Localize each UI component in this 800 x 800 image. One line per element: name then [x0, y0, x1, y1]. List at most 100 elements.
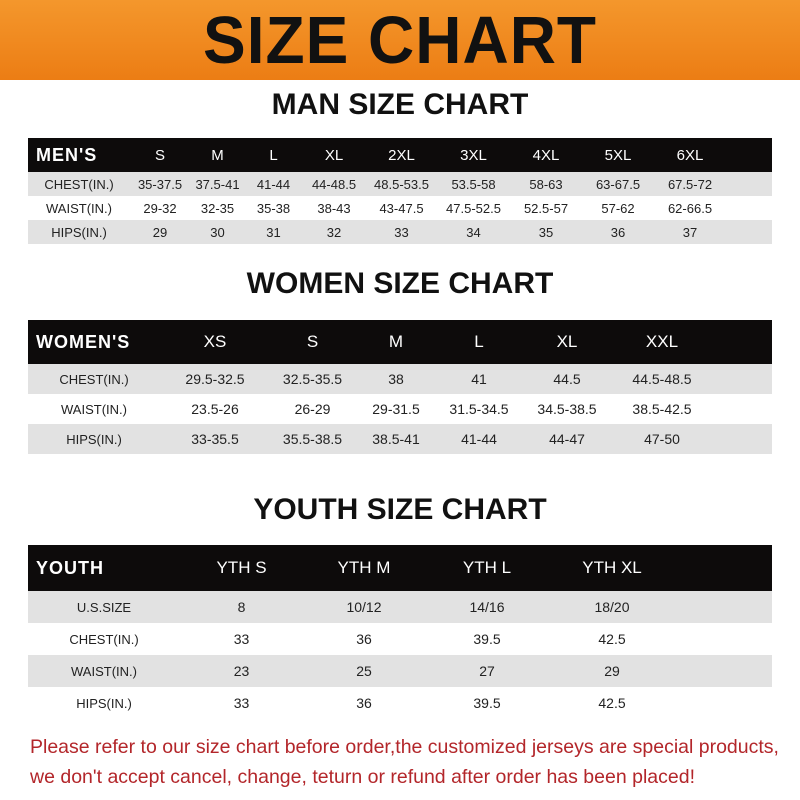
header-label: YOUTH — [36, 557, 104, 578]
cell-value: 18/20 — [594, 599, 630, 615]
cell-value: 38.5-42.5 — [632, 401, 692, 417]
row-label: CHEST(IN.) — [59, 371, 129, 387]
cell-value: 44-48.5 — [311, 176, 357, 192]
cell-value: 29-32 — [143, 200, 177, 216]
disclaimer-line-1: Please refer to our size chart before or… — [30, 736, 779, 758]
cell-value: 57-62 — [601, 200, 635, 216]
cell-value: 53.5-58 — [451, 176, 496, 192]
size-header: 2XL — [388, 146, 415, 164]
cell-value: 26-29 — [294, 401, 331, 417]
size-header: 6XL — [676, 146, 704, 164]
cell-value: 34 — [466, 224, 481, 240]
row-label: U.S.SIZE — [76, 599, 132, 615]
row-label: WAIST(IN.) — [71, 663, 137, 679]
cell-value: 38.5-41 — [372, 431, 420, 447]
women-size-table: WOMEN'S XS S M L XL XXL CHEST(IN.) 29.5-32.5 32.5… — [28, 320, 772, 454]
cell-value: 44.5-48.5 — [632, 371, 692, 387]
size-header: YTH L — [462, 558, 512, 577]
cell-value: 32 — [326, 224, 342, 240]
size-header: M — [211, 146, 224, 164]
header-label: WOMEN'S — [36, 331, 131, 352]
row-label: CHEST(IN.) — [44, 176, 114, 192]
cell-value: 62-66.5 — [667, 200, 713, 216]
cell-value: 67.5-72 — [667, 176, 713, 192]
women-section-title: WOMEN SIZE CHART — [246, 267, 554, 300]
size-header: S — [306, 332, 319, 351]
cell-value: 33 — [233, 631, 250, 647]
cell-value: 33-35.5 — [191, 431, 239, 447]
table-header-row: YOUTH YTH S YTH M YTH L YTH XL — [28, 545, 772, 591]
row-label: HIPS(IN.) — [51, 224, 107, 240]
cell-value: 43-47.5 — [379, 200, 424, 216]
cell-value: 36 — [356, 695, 372, 711]
table-row: U.S.SIZE 8 10/12 14/16 18/20 — [28, 591, 772, 623]
cell-value: 29 — [604, 663, 620, 679]
size-header: XL — [324, 146, 344, 164]
cell-value: 47-50 — [644, 431, 680, 447]
cell-value: 10/12 — [346, 599, 382, 615]
cell-value: 41-44 — [461, 431, 497, 447]
banner: SIZE CHART — [0, 0, 800, 80]
cell-value: 31 — [266, 224, 281, 240]
size-header: YTH S — [216, 558, 267, 577]
table-row: HIPS(IN.) 33 36 39.5 42.5 — [28, 687, 772, 719]
cell-value: 41 — [471, 371, 487, 387]
table-row: HIPS(IN.) 29 30 31 32 33 34 35 36 37 — [28, 220, 772, 244]
cell-value: 52.5-57 — [523, 200, 569, 216]
cell-value: 39.5 — [473, 695, 501, 711]
cell-value: 14/16 — [469, 599, 505, 615]
cell-value: 30 — [210, 224, 225, 240]
cell-value: 47.5-52.5 — [446, 200, 501, 216]
cell-value: 32.5-35.5 — [282, 371, 343, 387]
cell-value: 35.5-38.5 — [282, 431, 343, 447]
cell-value: 32-35 — [200, 200, 235, 216]
size-header: L — [474, 332, 484, 351]
table-row: CHEST(IN.) 33 36 39.5 42.5 — [28, 623, 772, 655]
size-header: 3XL — [460, 146, 487, 164]
cell-value: 36 — [356, 631, 372, 647]
cell-value: 42.5 — [598, 695, 626, 711]
size-header: YTH M — [337, 558, 391, 577]
cell-value: 35-37.5 — [137, 176, 183, 192]
size-header: XXL — [645, 332, 679, 351]
size-header: S — [154, 146, 165, 164]
cell-value: 41-44 — [256, 176, 291, 192]
size-header: M — [388, 332, 404, 351]
cell-value: 23.5-26 — [191, 401, 239, 417]
cell-value: 44-47 — [549, 431, 585, 447]
cell-value: 38-43 — [317, 200, 351, 216]
youth-section-title: YOUTH SIZE CHART — [253, 493, 547, 526]
youth-size-table: YOUTH YTH S YTH M YTH L YTH XL U.S.SIZE 8 10/12… — [28, 545, 772, 719]
size-header: XL — [556, 332, 578, 351]
cell-value: 33 — [394, 224, 409, 240]
header-label: MEN'S — [36, 144, 98, 165]
cell-value: 48.5-53.5 — [374, 176, 429, 192]
cell-value: 29.5-32.5 — [185, 371, 245, 387]
size-header: YTH XL — [582, 558, 642, 577]
cell-value: 63-67.5 — [595, 176, 641, 192]
cell-value: 25 — [356, 663, 372, 679]
size-header: 4XL — [532, 146, 560, 164]
table-row: CHEST(IN.) 29.5-32.5 32.5-35.5 38 41 44.5 44.5… — [28, 364, 772, 394]
cell-value: 38 — [388, 371, 404, 387]
cell-value: 36 — [610, 224, 626, 240]
row-label: HIPS(IN.) — [76, 695, 132, 711]
cell-value: 37 — [682, 224, 698, 240]
cell-value: 31.5-34.5 — [449, 401, 509, 417]
cell-value: 27 — [479, 663, 495, 679]
table-row: CHEST(IN.) 35-37.5 37.5-41 41-44 44-48.5 48.5… — [28, 172, 772, 196]
cell-value: 23 — [233, 663, 250, 679]
cell-value: 44.5 — [553, 371, 581, 387]
table-row: WAIST(IN.) 23.5-26 26-29 29-31.5 31.5-34.5 34… — [28, 394, 772, 424]
size-header: XS — [203, 332, 227, 351]
banner-title: SIZE CHART — [203, 2, 597, 78]
men-size-table: MEN'S S M L XL 2XL 3XL 4XL 5XL 6XL CHEST(IN.) 35-37… — [28, 138, 772, 244]
table-row: WAIST(IN.) 23 25 27 29 — [28, 655, 772, 687]
men-section-title: MAN SIZE CHART — [271, 88, 529, 121]
cell-value: 37.5-41 — [195, 176, 240, 192]
size-header: 5XL — [604, 146, 632, 164]
cell-value: 35 — [538, 224, 554, 240]
size-header: L — [269, 146, 278, 164]
disclaimer-line-2: we don't accept cancel, change, teturn o… — [30, 766, 695, 788]
cell-value: 34.5-38.5 — [537, 401, 597, 417]
